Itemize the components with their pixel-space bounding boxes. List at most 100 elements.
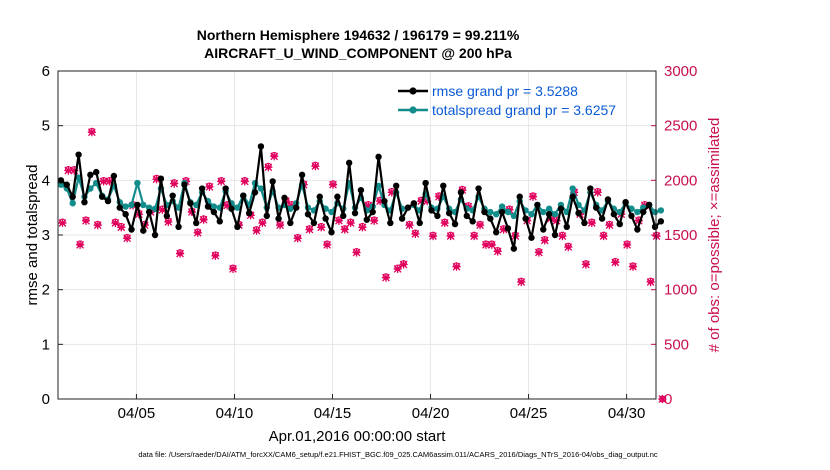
- rmse-point: [228, 205, 235, 212]
- assimilated-obs-marker: [405, 221, 414, 230]
- totalspread-point: [328, 208, 335, 216]
- assimilated-obs-marker: [552, 216, 561, 225]
- y2-axis-label: # of obs: o=possible; ×=assimilated: [706, 118, 723, 353]
- y2-tick-label: 3000: [664, 63, 697, 80]
- rmse-point: [269, 178, 276, 185]
- assimilated-obs-marker: [375, 197, 385, 206]
- assimilated-obs-marker: [158, 205, 167, 214]
- rmse-point: [422, 179, 429, 187]
- rmse-point: [251, 189, 259, 196]
- assimilated-obs-marker: [64, 166, 73, 175]
- totalspread-point: [651, 208, 659, 216]
- rmse-point: [275, 215, 282, 222]
- totalspread-point: [375, 182, 382, 189]
- assimilated-obs-marker: [346, 218, 355, 228]
- rmse-point: [128, 226, 135, 233]
- totalspread-point: [569, 185, 576, 192]
- rmse-point: [622, 199, 629, 206]
- legend-rmse-label: rmse grand pr = 3.5288: [432, 83, 578, 99]
- assimilated-obs-marker: [364, 201, 373, 210]
- rmse-point: [593, 204, 600, 211]
- assimilated-obs-marker: [628, 262, 638, 271]
- rmse-point: [357, 186, 365, 194]
- rmse-point: [375, 153, 382, 161]
- rmse-point: [169, 192, 176, 199]
- rmse-point: [187, 200, 194, 207]
- rmse-point: [304, 211, 312, 218]
- assimilated-obs-marker: [311, 162, 320, 171]
- rmse-point: [81, 199, 88, 206]
- rmse-point: [534, 201, 541, 209]
- rmse-point: [575, 209, 582, 217]
- totalspread-point: [128, 201, 135, 209]
- assimilated-obs-marker: [611, 258, 620, 267]
- y-tick-label: 5: [42, 118, 50, 135]
- rmse-point: [175, 223, 182, 230]
- rmse-point: [475, 185, 482, 192]
- assimilated-obs-marker: [623, 240, 632, 249]
- rmse-point: [416, 219, 423, 227]
- legend-totalspread-marker: [409, 106, 417, 114]
- totalspread-point: [510, 212, 518, 220]
- rmse-point: [198, 185, 206, 192]
- assimilated-obs-marker: [81, 216, 91, 225]
- rmse-point: [381, 197, 388, 205]
- rmse-point: [351, 209, 359, 217]
- rmse-point: [298, 171, 306, 179]
- rmse-point: [528, 234, 535, 241]
- footer-data-file: data file: /Users/raeder/DAI/ATM_forcXX/…: [138, 450, 658, 459]
- rmse-point: [451, 220, 459, 228]
- rmse-point: [145, 208, 153, 216]
- assimilated-obs-marker: [58, 218, 67, 228]
- rmse-point: [181, 181, 188, 188]
- rmse-point: [645, 201, 653, 209]
- assimilated-obs-marker: [528, 192, 538, 201]
- rmse-point: [363, 216, 371, 223]
- rmse-point: [334, 193, 341, 200]
- assimilated-obs-marker: [417, 197, 426, 206]
- rmse-point: [93, 168, 100, 176]
- y2-tick-label: 2500: [664, 118, 697, 135]
- rmse-point: [387, 219, 394, 227]
- y-axis-label: rmse and totalspread: [24, 165, 41, 306]
- rmse-point: [345, 159, 353, 167]
- assimilated-obs-marker: [634, 216, 643, 225]
- rmse-point: [322, 215, 329, 222]
- totalspread-point: [657, 207, 665, 214]
- rmse-point: [163, 212, 171, 220]
- rmse-point: [240, 192, 247, 199]
- rmse-point: [516, 193, 523, 200]
- y2-tick-label: 1500: [664, 227, 697, 244]
- assimilated-obs-marker: [646, 277, 655, 287]
- rmse-point: [245, 209, 253, 217]
- assimilated-obs-marker: [593, 188, 602, 197]
- rmse-point: [540, 226, 547, 233]
- x-tick-label: 04/20: [412, 405, 450, 422]
- totalspread-point: [69, 200, 76, 207]
- assimilated-obs-marker: [599, 232, 608, 241]
- assimilated-obs-marker: [317, 223, 326, 232]
- assimilated-obs-marker: [652, 232, 661, 241]
- rmse-point: [287, 219, 294, 227]
- rmse-point: [569, 193, 576, 200]
- totalspread-point: [257, 185, 265, 192]
- assimilated-obs-marker: [240, 177, 249, 186]
- assimilated-obs-marker: [358, 223, 367, 232]
- rmse-point: [557, 205, 565, 212]
- totalspread-point: [551, 211, 559, 218]
- totalspread-point: [545, 205, 553, 212]
- legend: rmse grand pr = 3.5288 totalspread grand…: [398, 83, 616, 118]
- assimilated-obs-marker: [123, 234, 132, 243]
- assimilated-obs-marker: [99, 177, 108, 186]
- rmse-point: [293, 204, 300, 211]
- rmse-point: [222, 185, 229, 192]
- assimilated-obs-marker: [176, 249, 185, 258]
- assimilated-obs-marker: [323, 240, 332, 249]
- assimilated-obs-marker: [117, 223, 126, 232]
- rmse-point: [587, 185, 594, 192]
- assimilated-obs-marker: [111, 218, 120, 228]
- assimilated-obs-marker: [499, 225, 508, 234]
- assimilated-obs-marker: [440, 218, 449, 228]
- assimilated-obs-marker: [305, 225, 314, 234]
